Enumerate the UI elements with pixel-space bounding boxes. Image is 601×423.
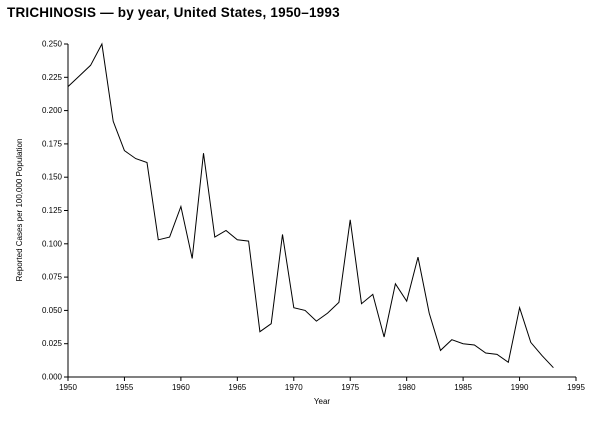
trichinosis-rate-line	[67, 42, 554, 369]
y-tick-label: 0.200	[42, 106, 63, 115]
x-tick-label: 1985	[454, 383, 472, 392]
x-axis-title: Year	[314, 397, 331, 406]
y-tick-label: 0.000	[42, 373, 63, 382]
x-tick-label: 1950	[59, 383, 77, 392]
x-tick-label: 1995	[567, 383, 585, 392]
y-tick-label: 0.100	[42, 239, 63, 248]
x-tick-label: 1975	[341, 383, 359, 392]
y-tick-label: 0.050	[42, 306, 63, 315]
y-tick-label: 0.025	[42, 339, 63, 348]
y-tick-label: 0.075	[42, 273, 63, 282]
chart-title: TRICHINOSIS — by year, United States, 19…	[7, 5, 340, 20]
x-tick-label: 1965	[228, 383, 246, 392]
data-series-layer	[67, 42, 554, 369]
x-tick-label: 1960	[172, 383, 190, 392]
y-tick-label: 0.175	[42, 139, 63, 148]
x-tick-label: 1955	[116, 383, 134, 392]
y-tick-label: 0.150	[42, 173, 63, 182]
axes-layer: 0.000 0.025 0.050 0.075 0.100 0.125 0.150 0.175…	[42, 40, 585, 393]
y-tick-label: 0.250	[42, 40, 63, 49]
x-tick-label: 1970	[285, 383, 303, 392]
x-tick-label: 1990	[511, 383, 529, 392]
y-tick-label: 0.125	[42, 206, 63, 215]
y-tick-label: 0.225	[42, 73, 63, 82]
y-axis-title: Reported Cases per 100,000 Population	[15, 139, 24, 282]
x-tick-label: 1980	[398, 383, 416, 392]
